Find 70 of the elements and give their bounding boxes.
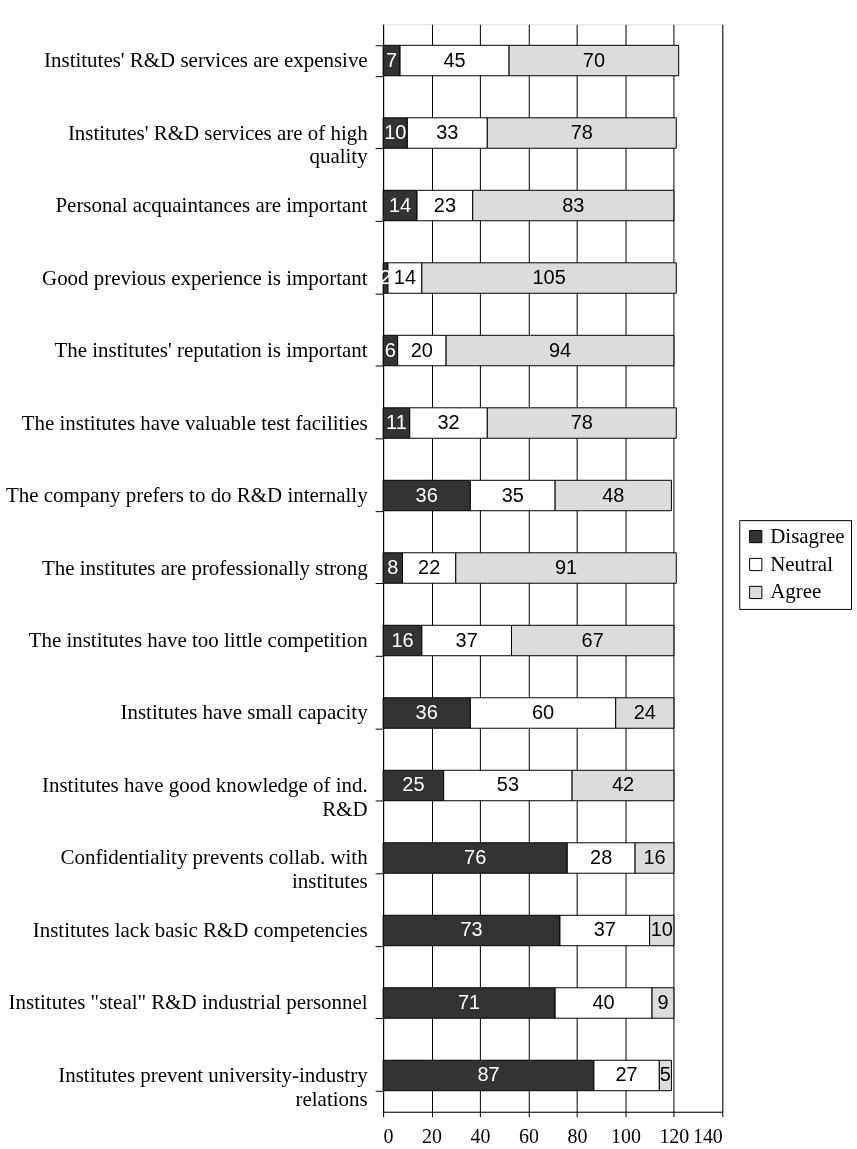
- data-label: 20: [410, 338, 433, 361]
- data-label: 7: [386, 48, 398, 71]
- data-label: 11: [386, 411, 407, 434]
- data-label: 40: [592, 990, 615, 1013]
- data-label: 48: [602, 483, 625, 506]
- data-label: 27: [615, 1063, 638, 1086]
- data-label: 87: [477, 1063, 500, 1086]
- data-label: 105: [532, 266, 566, 289]
- data-label: 9: [657, 990, 669, 1013]
- legend-label: Disagree: [770, 523, 845, 548]
- data-label: 91: [554, 556, 578, 579]
- data-label: 14: [393, 266, 417, 289]
- data-label: 70: [582, 48, 605, 71]
- y-tick-label: The institutes have too little competition: [28, 628, 369, 652]
- legend-label: Neutral: [770, 551, 834, 576]
- data-label: 24: [633, 701, 656, 723]
- y-tick-label: Institutes lack basic R&D competencies: [32, 917, 368, 942]
- data-label: 22: [418, 556, 441, 579]
- data-label: 16: [391, 628, 414, 651]
- y-tick-label: The institutes' reputation is important: [54, 338, 368, 363]
- legend-label: Agree: [770, 579, 822, 604]
- data-label: 10: [384, 121, 407, 144]
- data-label: 78: [570, 121, 593, 144]
- data-label: 33: [436, 121, 459, 144]
- data-label: 67: [581, 628, 604, 651]
- data-label: 60: [531, 701, 555, 723]
- x-tick-label: 100: [610, 1125, 641, 1148]
- data-label: 35: [501, 483, 524, 506]
- y-tick-label: Institutes' R&D services are of high quality: [67, 120, 369, 169]
- data-label: 25: [402, 773, 425, 796]
- data-label: 78: [570, 411, 593, 434]
- data-label: 23: [433, 193, 456, 216]
- y-tick-label: Institutes prevent university-industry relations: [58, 1062, 369, 1111]
- data-label: 37: [455, 628, 478, 651]
- y-tick-label: Good previous experience is important: [42, 265, 368, 290]
- data-label: 6: [384, 338, 396, 361]
- data-label: 32: [437, 411, 460, 434]
- y-tick-label: Institutes' R&D services are expensive: [44, 48, 368, 73]
- y-tick-label: Personal acquaintances are important: [55, 193, 368, 218]
- data-label: 83: [562, 193, 585, 216]
- x-tick-label: 40: [470, 1125, 491, 1148]
- data-label: 76: [464, 846, 487, 868]
- y-tick-label: The institutes have valuable test facilities: [21, 410, 368, 435]
- x-tick-label: 0: [383, 1125, 394, 1148]
- data-label: 37: [593, 918, 616, 941]
- y-tick-label: The company prefers to do R&D internally: [5, 483, 369, 508]
- data-label: 36: [415, 701, 438, 723]
- data-label: 8: [387, 556, 399, 579]
- y-tick-label: The institutes are professionally strong: [42, 555, 369, 580]
- data-label: 42: [611, 773, 635, 796]
- x-tick-label: 80: [567, 1125, 588, 1148]
- data-label: 36: [415, 483, 438, 506]
- data-label: 73: [460, 918, 483, 941]
- y-tick-label: Institutes "steal" R&D industrial personnel: [8, 990, 368, 1015]
- x-tick-label: 120: [659, 1125, 690, 1148]
- data-label: 53: [496, 773, 519, 796]
- data-label: 71: [458, 990, 481, 1013]
- x-tick-label: 140: [692, 1125, 723, 1148]
- data-label: 5: [659, 1063, 671, 1086]
- x-tick-label: 20: [422, 1125, 443, 1148]
- data-label: 45: [443, 48, 466, 71]
- data-label: 14: [388, 193, 412, 216]
- x-tick-label: 60: [519, 1125, 539, 1148]
- y-tick-label: Institutes have small capacity: [120, 700, 369, 725]
- y-tick-label: Institutes have good knowledge of ind. R&D: [42, 773, 368, 821]
- y-tick-label: Confidentiality prevents collab. with institutes: [60, 845, 369, 894]
- data-label: 28: [590, 846, 613, 868]
- data-label: 94: [548, 338, 572, 361]
- data-label: 10: [650, 918, 673, 941]
- data-label: 16: [643, 846, 666, 868]
